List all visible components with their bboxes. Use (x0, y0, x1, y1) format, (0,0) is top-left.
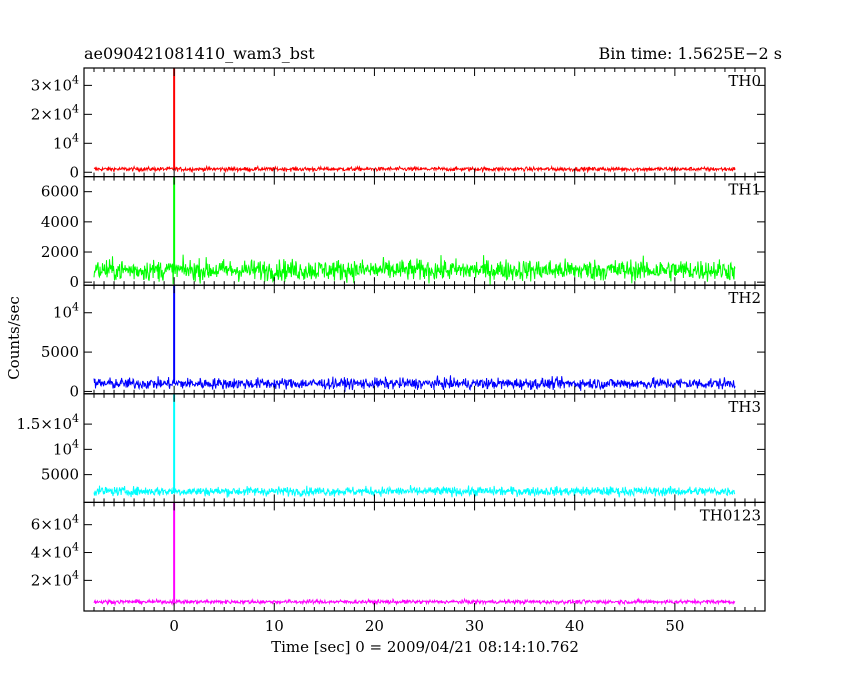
y-tick-label: 0 (69, 273, 79, 291)
chart-title: ae090421081410_wam3_bst (84, 44, 315, 63)
x-tick-label: 0 (169, 617, 179, 635)
panel-label: TH3 (728, 398, 761, 416)
series-line-th2 (93, 375, 736, 392)
y-tick-label: 104 (53, 301, 79, 322)
y-tick-label: 4×104 (31, 541, 79, 562)
y-tick-label: 2×104 (31, 568, 79, 589)
x-tick-label: 10 (265, 617, 284, 635)
y-tick-label: 5000 (41, 343, 79, 361)
x-tick-label: 40 (565, 617, 584, 635)
y-tick-label: 2×104 (31, 102, 79, 123)
y-tick-label: 1.5×104 (16, 412, 79, 433)
panel-label: TH2 (728, 289, 761, 307)
x-tick-label: 20 (365, 617, 384, 635)
x-tick-label: 30 (465, 617, 484, 635)
y-tick-label: 0 (69, 163, 79, 181)
series-line-th0 (93, 164, 736, 174)
y-tick-label: 2000 (41, 243, 79, 261)
y-tick-label: 0 (69, 382, 79, 400)
bin-time-label: Bin time: 1.5625E−2 s (598, 44, 782, 63)
panel-frame-th0123 (83, 501, 766, 612)
series-line-th1 (93, 254, 736, 285)
panel-label: TH0123 (700, 506, 761, 524)
panel-frame-th2 (83, 284, 766, 395)
y-tick-label: 4000 (41, 213, 79, 231)
panel-label: TH0 (728, 72, 761, 90)
y-tick-label: 5000 (41, 466, 79, 484)
x-tick-label: 50 (665, 617, 684, 635)
panel-frame-th3 (83, 393, 766, 503)
series-line-th3 (93, 485, 736, 498)
series-line-th0123 (93, 597, 736, 607)
y-tick-label: 3×104 (31, 73, 79, 94)
panel-frame-th0 (83, 67, 766, 178)
y-tick-label: 104 (53, 437, 79, 458)
y-tick-label: 104 (53, 131, 79, 152)
y-axis-label: Counts/sec (5, 296, 23, 380)
panel-label: TH1 (728, 181, 761, 199)
x-axis-label: Time [sec] 0 = 2009/04/21 08:14:10.762 (271, 638, 579, 656)
y-tick-label: 6×104 (31, 513, 79, 534)
y-tick-label: 6000 (41, 183, 79, 201)
